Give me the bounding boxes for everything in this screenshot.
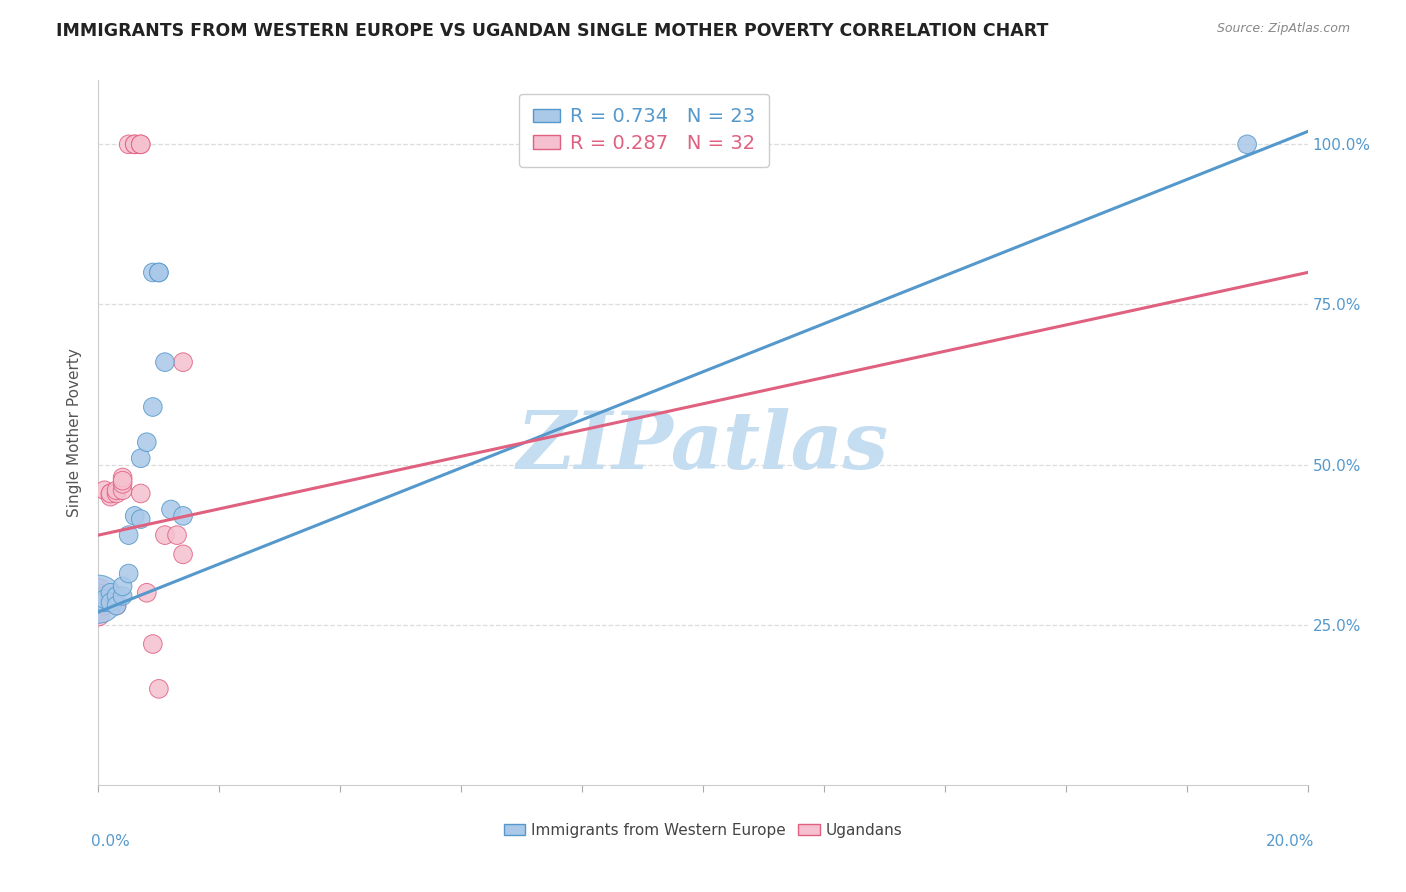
Point <box>135 435 157 450</box>
Point <box>142 265 165 279</box>
Point <box>160 502 183 516</box>
Point <box>87 586 110 600</box>
Point <box>87 592 110 607</box>
Point <box>166 528 188 542</box>
Point <box>124 508 146 523</box>
Point <box>100 586 122 600</box>
Point <box>148 681 170 696</box>
Point <box>142 400 165 414</box>
Point <box>111 589 134 603</box>
Point <box>105 589 128 603</box>
Point <box>105 483 128 498</box>
Text: 20.0%: 20.0% <box>1267 834 1315 849</box>
Point <box>124 137 146 152</box>
Text: Source: ZipAtlas.com: Source: ZipAtlas.com <box>1216 22 1350 36</box>
Point <box>87 589 110 603</box>
Text: 0.0%: 0.0% <box>91 834 131 849</box>
Point <box>93 599 115 613</box>
Point <box>93 589 115 603</box>
Point <box>148 265 170 279</box>
Point <box>172 355 194 369</box>
Point <box>93 595 115 609</box>
Point <box>118 528 141 542</box>
Point <box>148 265 170 279</box>
Point <box>105 599 128 613</box>
Point <box>93 589 115 603</box>
Point <box>129 137 152 152</box>
Text: IMMIGRANTS FROM WESTERN EUROPE VS UGANDAN SINGLE MOTHER POVERTY CORRELATION CHAR: IMMIGRANTS FROM WESTERN EUROPE VS UGANDA… <box>56 22 1049 40</box>
Point <box>100 490 122 504</box>
Point <box>100 486 122 500</box>
Point <box>1236 137 1258 152</box>
Legend: Immigrants from Western Europe, Ugandans: Immigrants from Western Europe, Ugandans <box>498 817 908 844</box>
Point <box>153 355 176 369</box>
Point <box>93 483 115 498</box>
Point <box>129 512 152 526</box>
Point <box>142 637 165 651</box>
Point <box>87 601 110 615</box>
Text: ZIPatlas: ZIPatlas <box>517 408 889 485</box>
Point <box>124 137 146 152</box>
Point <box>105 486 128 500</box>
Point <box>129 137 152 152</box>
Point <box>111 483 134 498</box>
Point <box>87 595 110 609</box>
Y-axis label: Single Mother Poverty: Single Mother Poverty <box>67 348 83 517</box>
Point <box>93 592 115 607</box>
Point <box>129 486 152 500</box>
Point <box>111 470 134 484</box>
Point <box>172 508 194 523</box>
Point <box>135 586 157 600</box>
Point <box>111 474 134 488</box>
Point <box>111 476 134 491</box>
Point <box>129 451 152 466</box>
Point <box>118 137 141 152</box>
Point <box>100 486 122 500</box>
Point <box>111 579 134 593</box>
Point <box>105 599 128 613</box>
Point <box>87 608 110 623</box>
Point <box>118 566 141 581</box>
Point <box>100 595 122 609</box>
Point <box>172 547 194 561</box>
Point <box>153 528 176 542</box>
